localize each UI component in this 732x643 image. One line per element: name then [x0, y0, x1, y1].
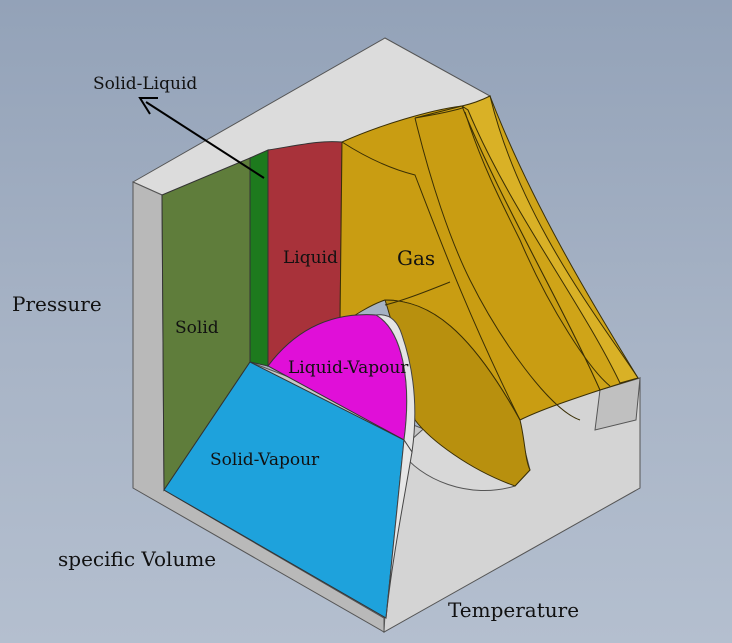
dome-side-face: [374, 314, 416, 454]
gas-fold-2: [460, 95, 639, 384]
region-label-solid-vapour: Solid-Vapour: [210, 450, 320, 470]
solid-vapour-edge: [385, 438, 413, 619]
gas-fold-line-1: [341, 141, 521, 421]
region-label-solid: Solid: [175, 318, 219, 338]
region-label-liquid: Liquid: [283, 248, 338, 268]
solid-liquid-arrow-line: [145, 101, 265, 179]
region-label-liquid-vapour: Liquid-Vapour: [288, 358, 409, 378]
axis-label-specific-volume: specific Volume: [58, 547, 217, 571]
solid-liquid-surface: [249, 149, 269, 367]
axis-label-temperature: Temperature: [448, 598, 580, 622]
solid-liquid-arrow-head: [138, 97, 158, 115]
region-label-gas: Gas: [397, 246, 436, 270]
axis-label-pressure: Pressure: [12, 292, 102, 316]
gas-fold-line-3: [464, 111, 611, 387]
gas-fold-line-4: [384, 281, 451, 306]
gas-fold-line-2: [414, 117, 581, 421]
region-label-solid-liquid: Solid-Liquid: [93, 74, 198, 94]
